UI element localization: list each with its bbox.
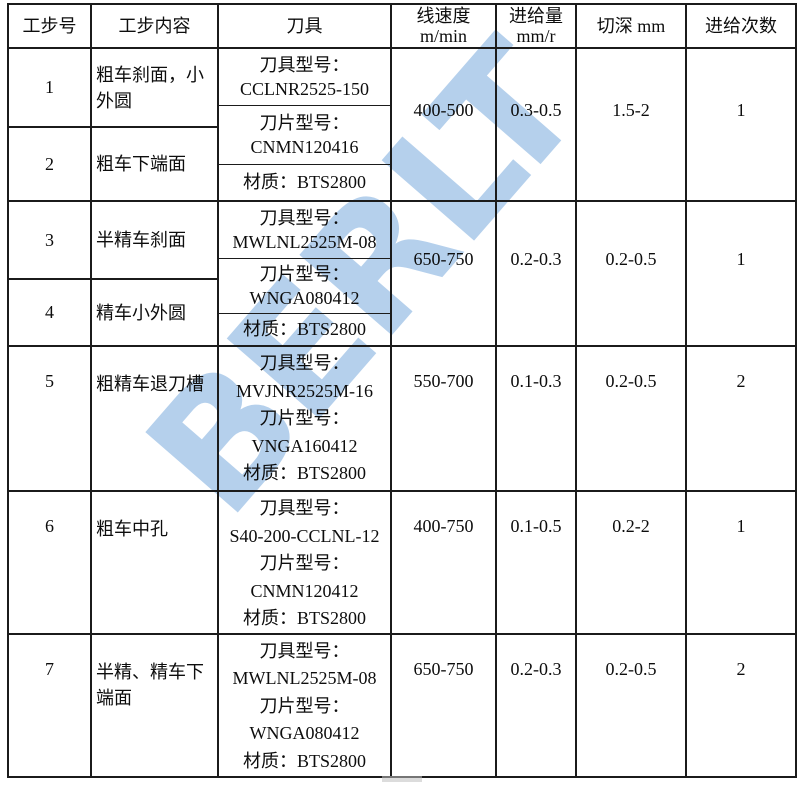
- line-speed-cell: 650-750: [390, 200, 497, 347]
- table-row: 刀片型号： CNMN120416: [8, 104, 796, 165]
- header-tool: 刀具: [217, 3, 392, 49]
- tool-insert-cell: 刀片型号： CNMN120416: [217, 104, 392, 165]
- step-no-cell: 7: [7, 632, 92, 778]
- table-row: 材质：BTS2800: [8, 163, 796, 202]
- cut-depth-cell: 1.5-2: [575, 47, 687, 202]
- cut-depth-cell: 0.2-0.5: [575, 200, 687, 347]
- cut-depth-cell: 0.2-2: [575, 490, 687, 635]
- feed-times-cell: 1: [685, 47, 797, 202]
- step-no-cell: 2: [7, 126, 92, 202]
- line-speed-cell: 650-750: [390, 632, 497, 778]
- cut-depth-cell: 0.2-0.5: [575, 632, 687, 778]
- header-step-content: 工步内容: [90, 3, 219, 49]
- table-row: 2 粗车下端面: [7, 126, 796, 202]
- table-row: 刀片型号： WNGA080412: [8, 257, 796, 314]
- step-content-cell: 粗精车退刀槽: [90, 345, 219, 492]
- tool-holder-cell: 刀具型号： CCLNR2525-150: [217, 47, 392, 106]
- tool-material-cell: 材质：BTS2800: [217, 312, 392, 347]
- step-content-cell: 半精、精车下端面: [90, 632, 219, 778]
- feed-rate-cell: 0.1-0.5: [495, 490, 577, 635]
- feed-times-cell: 1: [685, 200, 797, 347]
- header-step-no: 工步号: [7, 3, 92, 49]
- tool-cell: 刀具型号： MVJNR2525M-16 刀片型号： VNGA160412 材质：…: [217, 345, 392, 492]
- tool-insert-cell: 刀片型号： WNGA080412: [217, 257, 392, 314]
- step-no-cell: 4: [7, 278, 92, 347]
- line-speed-cell: 400-750: [390, 490, 497, 635]
- cut-depth-cell: 0.2-0.5: [575, 345, 687, 492]
- step-no-cell: 1: [7, 47, 92, 128]
- feed-rate-cell: 0.2-0.3: [495, 200, 577, 347]
- feed-times-cell: 2: [685, 632, 797, 778]
- tool-cell: 刀具型号： MWLNL2525M-08 刀片型号： WNGA080412 材质：…: [217, 632, 392, 778]
- feed-rate-cell: 0.3-0.5: [495, 47, 577, 202]
- header-cut-depth: 切深 mm: [575, 3, 687, 49]
- header-line-speed: 线速度 m/min: [390, 3, 497, 49]
- step-content-cell: 粗车中孔: [90, 490, 219, 635]
- feed-times-cell: 2: [685, 345, 797, 492]
- step-no-cell: 5: [7, 345, 92, 492]
- machining-process-table: 工步号 工步内容 刀具 线速度 m/min 进给量 mm/r 切深 mm 进给次…: [7, 3, 797, 778]
- step-content-cell: 粗车下端面: [90, 126, 219, 202]
- scan-artifact: [382, 776, 422, 782]
- line-speed-cell: 550-700: [390, 345, 497, 492]
- tool-material-cell: 材质：BTS2800: [217, 163, 392, 202]
- tool-cell: 刀具型号： S40-200-CCLNL-12 刀片型号： CNMN120412 …: [217, 490, 392, 635]
- step-no-cell: 3: [7, 200, 92, 280]
- table-row: 4 精车小外圆: [7, 278, 796, 347]
- table-row: 6 粗车中孔 刀具型号： S40-200-CCLNL-12 刀片型号： CNMN…: [7, 490, 797, 635]
- feed-rate-cell: 0.2-0.3: [495, 632, 577, 778]
- line-speed-cell: 400-500: [390, 47, 497, 202]
- feed-rate-cell: 0.1-0.3: [495, 345, 577, 492]
- step-no-cell: 6: [7, 490, 92, 635]
- table-row: 5 粗精车退刀槽 刀具型号： MVJNR2525M-16 刀片型号： VNGA1…: [7, 345, 797, 492]
- header-feed-rate: 进给量 mm/r: [495, 3, 577, 49]
- table-row: 7 半精、精车下端面 刀具型号： MWLNL2525M-08 刀片型号： WNG…: [7, 632, 797, 778]
- step-content-cell: 半精车刹面: [90, 200, 219, 280]
- table-row: 3 半精车刹面 刀具型号： MWLNL2525M-08 650-750 0.2-…: [7, 200, 797, 347]
- table-row: 材质：BTS2800: [8, 312, 796, 347]
- step-content-cell: 粗车刹面，小外圆: [90, 47, 219, 128]
- table-row: 1 粗车刹面，小外圆 刀具型号： CCLNR2525-150 400-500 0…: [7, 47, 797, 202]
- header-feed-times: 进给次数: [685, 3, 797, 49]
- step-content-cell: 精车小外圆: [90, 278, 219, 347]
- tool-holder-cell: 刀具型号： MWLNL2525M-08: [217, 200, 392, 259]
- feed-times-cell: 1: [685, 490, 797, 635]
- header-row: 工步号 工步内容 刀具 线速度 m/min 进给量 mm/r 切深 mm 进给次…: [7, 3, 797, 49]
